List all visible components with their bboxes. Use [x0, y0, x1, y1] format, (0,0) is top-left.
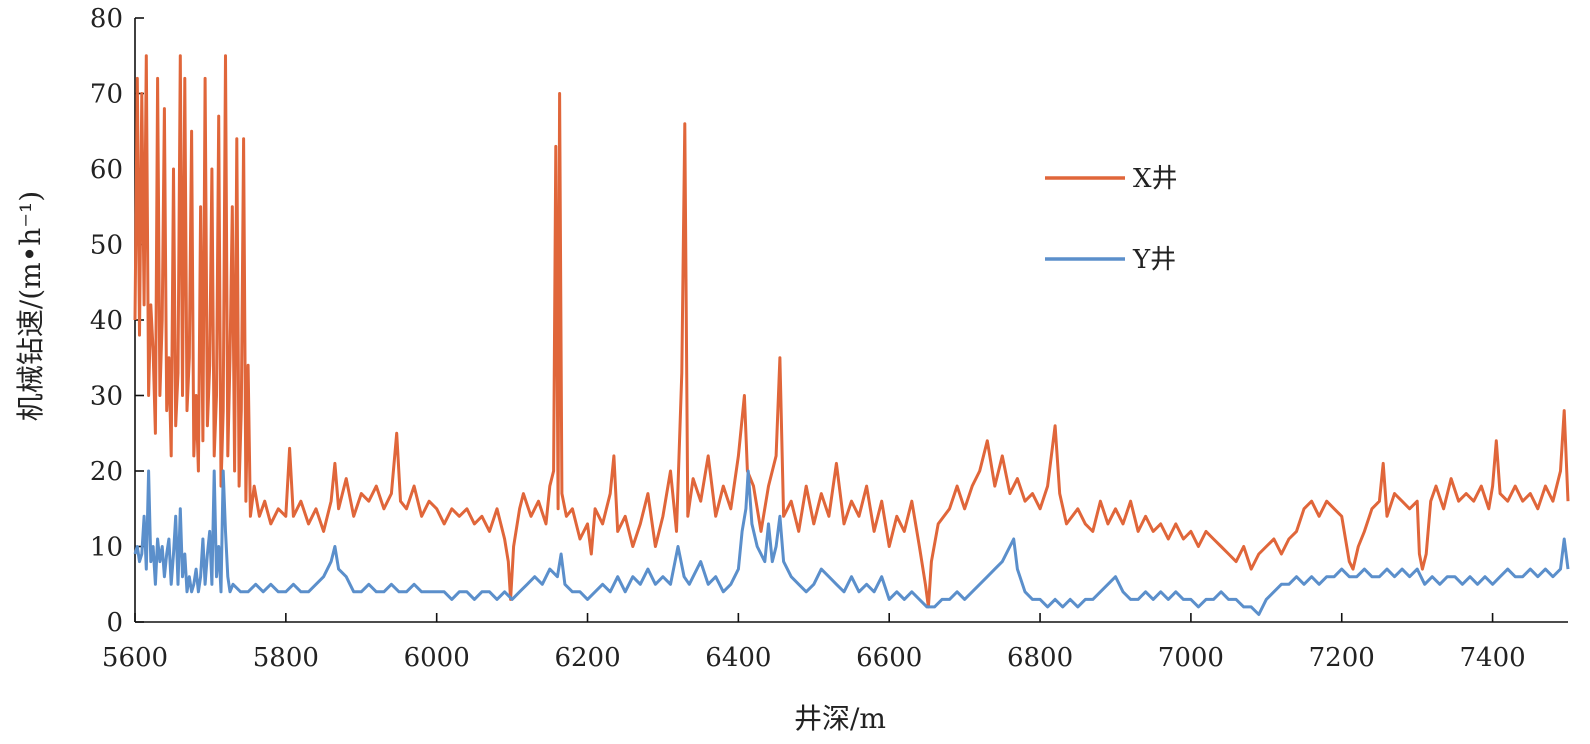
series-layer [133, 54, 1570, 616]
y-tick-label: 40 [90, 306, 123, 336]
y-tick-label: 60 [90, 155, 123, 185]
y-tick-label: 50 [90, 231, 123, 261]
legend-label-x-well: X井 [1133, 164, 1178, 194]
y-tick-label: 70 [90, 80, 123, 110]
x-tick-label: 6800 [1007, 643, 1073, 673]
legend-label-y-well: Y井 [1132, 245, 1176, 275]
y-tick-label: 20 [90, 457, 123, 487]
x-tick-label: 6400 [705, 643, 771, 673]
x-tick-label: 6000 [404, 643, 470, 673]
y-tick-label: 30 [90, 382, 123, 412]
x-axis-title: 井深/m [794, 702, 886, 735]
x-tick-label: 7200 [1309, 643, 1375, 673]
x-tick-label: 7000 [1158, 643, 1224, 673]
x-tick-label: 6600 [856, 643, 922, 673]
x-tick-label: 5600 [102, 643, 168, 673]
series-line-y-well [133, 469, 1570, 616]
series-line-x-well [133, 54, 1570, 609]
x-axis-ticks: 5600 5800 6000 6200 6400 6600 6800 7000 7200 7400 [102, 613, 1526, 673]
x-tick-label: 5800 [253, 643, 319, 673]
legend: X井 Y井 [1045, 164, 1178, 275]
x-tick-label: 6200 [554, 643, 620, 673]
y-tick-label: 10 [90, 533, 123, 563]
y-tick-label: 0 [106, 608, 123, 638]
x-tick-label: 7400 [1459, 643, 1525, 673]
y-axis-title: 机械钻速/(m•h⁻¹) [14, 191, 47, 421]
y-tick-label: 80 [90, 4, 123, 34]
